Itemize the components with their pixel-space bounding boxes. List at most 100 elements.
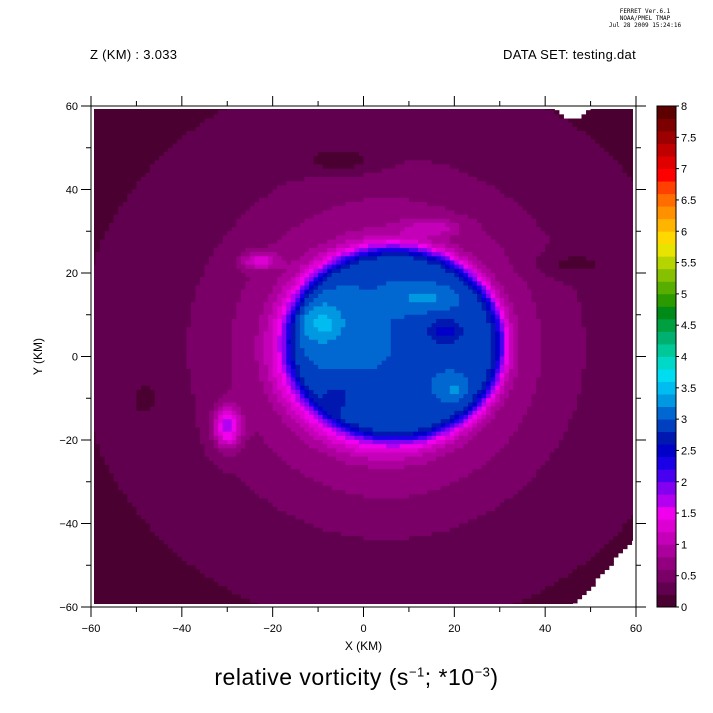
field-cell xyxy=(95,264,101,270)
field-cell xyxy=(127,273,133,278)
field-cell xyxy=(349,135,356,140)
field-cell xyxy=(172,243,178,249)
field-cell xyxy=(118,231,124,237)
field-cell xyxy=(572,222,578,228)
field-cell xyxy=(336,218,342,224)
field-cell xyxy=(431,206,437,211)
field-cell xyxy=(190,268,197,274)
field-cell xyxy=(236,206,242,211)
field-cell xyxy=(131,151,138,157)
field-cell xyxy=(263,202,269,207)
field-cell xyxy=(372,231,378,237)
field-cell xyxy=(349,210,356,216)
field-cell xyxy=(140,176,147,182)
field-cell xyxy=(127,252,133,257)
field-cell xyxy=(122,122,128,128)
field-cell xyxy=(313,247,319,253)
field-cell xyxy=(472,260,478,266)
field-cell xyxy=(508,139,514,145)
field-cell xyxy=(381,143,387,149)
field-cell xyxy=(477,247,483,253)
field-cell xyxy=(213,197,219,203)
field-cell xyxy=(318,156,324,161)
field-cell xyxy=(563,147,569,153)
field-cell xyxy=(436,193,442,199)
field-cell xyxy=(377,189,383,195)
field-cell xyxy=(522,222,528,228)
field-cell xyxy=(422,135,428,140)
field-cell xyxy=(172,247,178,253)
field-cell xyxy=(513,122,519,128)
field-cell xyxy=(259,164,265,170)
field-cell xyxy=(490,202,496,207)
field-cell xyxy=(154,147,160,153)
field-cell xyxy=(281,252,287,257)
field-cell xyxy=(163,176,169,182)
field-cell xyxy=(354,252,360,257)
field-cell xyxy=(113,260,119,266)
field-cell xyxy=(272,243,278,249)
field-cell xyxy=(249,189,256,195)
field-cell xyxy=(477,202,483,207)
field-cell xyxy=(486,256,492,262)
field-cell xyxy=(567,143,574,149)
field-cell xyxy=(218,110,224,115)
field-cell xyxy=(140,160,147,166)
field-cell xyxy=(254,222,260,228)
field-cell xyxy=(122,172,128,178)
field-cell xyxy=(163,239,169,245)
field-cell xyxy=(463,273,469,278)
field-cell xyxy=(136,114,142,120)
field-cell xyxy=(172,135,178,140)
field-cell xyxy=(290,131,296,136)
field-cell xyxy=(272,118,278,124)
field-cell xyxy=(195,256,201,262)
field-cell xyxy=(254,264,260,270)
field-cell xyxy=(536,218,542,224)
field-cell xyxy=(608,260,614,266)
field-cell xyxy=(318,206,324,211)
field-cell xyxy=(109,139,115,145)
field-cell xyxy=(218,135,224,140)
field-cell xyxy=(100,231,106,237)
field-cell xyxy=(368,193,374,199)
field-cell xyxy=(213,139,219,145)
field-cell xyxy=(268,114,274,120)
field-cell xyxy=(549,189,555,195)
field-cell xyxy=(281,172,287,178)
field-cell xyxy=(159,151,165,157)
field-cell xyxy=(545,126,551,132)
field-cell xyxy=(413,252,419,257)
field-cell xyxy=(622,135,628,140)
field-cell xyxy=(522,193,528,199)
field-cell xyxy=(499,189,505,195)
field-cell xyxy=(209,139,215,145)
field-cell xyxy=(536,114,542,120)
field-cell xyxy=(581,210,587,216)
field-cell xyxy=(150,277,156,282)
field-cell xyxy=(154,260,160,266)
field-cell xyxy=(395,131,401,136)
field-cell xyxy=(586,273,592,278)
field-cell xyxy=(218,252,224,257)
field-cell xyxy=(399,110,405,115)
field-cell xyxy=(118,214,124,220)
field-cell xyxy=(513,218,519,224)
field-cell xyxy=(299,164,306,170)
field-cell xyxy=(140,247,147,253)
field-cell xyxy=(213,277,219,282)
field-cell xyxy=(213,131,219,136)
field-cell xyxy=(240,139,247,145)
field-cell xyxy=(422,197,428,203)
field-cell xyxy=(309,218,315,224)
field-cell xyxy=(608,239,614,245)
field-cell xyxy=(268,277,274,282)
field-cell xyxy=(313,160,319,166)
field-cell xyxy=(431,231,437,237)
field-cell xyxy=(536,139,542,145)
field-cell xyxy=(318,256,324,262)
field-cell xyxy=(290,235,296,241)
field-cell xyxy=(177,202,183,207)
field-cell xyxy=(399,256,405,262)
field-cell xyxy=(150,273,156,278)
